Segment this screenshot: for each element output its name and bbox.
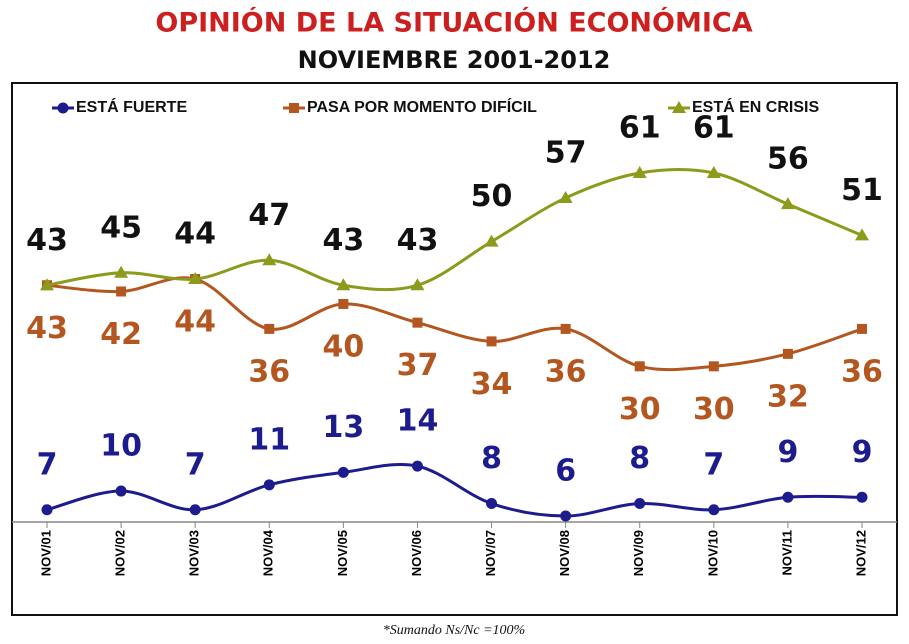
series-line	[46, 462, 863, 518]
x-tick-label: NOV/05	[335, 530, 350, 576]
data-label: 36	[545, 354, 587, 389]
data-label: 57	[545, 135, 587, 170]
data-label: 36	[248, 354, 290, 389]
data-label: 9	[852, 435, 873, 470]
marker	[634, 361, 645, 372]
marker	[189, 504, 201, 516]
legend-label: ESTÁ FUERTE	[76, 97, 187, 116]
x-tick-label: NOV/04	[261, 529, 276, 576]
data-label: 51	[841, 173, 883, 208]
data-label: 9	[777, 435, 798, 470]
chart-frame	[11, 82, 898, 616]
data-label: 34	[471, 367, 513, 402]
marker	[484, 234, 499, 247]
chart-title: OPINIÓN DE LA SITUACIÓN ECONÓMICA	[155, 7, 752, 39]
legend-marker	[672, 101, 686, 113]
x-tick-label: NOV/08	[557, 530, 572, 576]
marker	[116, 286, 127, 297]
legend-label: PASA POR MOMENTO DIFÍCIL	[307, 97, 537, 116]
marker	[560, 510, 572, 522]
data-label: 32	[767, 379, 809, 414]
data-label: 61	[619, 111, 661, 146]
marker	[634, 498, 646, 510]
x-tick-label: NOV/01	[38, 530, 53, 576]
data-label: 36	[841, 354, 883, 389]
marker	[336, 278, 351, 291]
marker	[411, 460, 423, 472]
marker	[114, 265, 129, 278]
data-label: 8	[481, 441, 502, 476]
data-label: 8	[629, 441, 650, 476]
marker	[337, 466, 349, 478]
data-label: 7	[703, 447, 724, 482]
x-tick-label: NOV/09	[631, 530, 646, 576]
marker	[486, 336, 497, 347]
data-label: 30	[619, 392, 661, 427]
marker	[855, 228, 869, 241]
marker	[857, 323, 867, 334]
marker	[782, 491, 794, 503]
marker	[262, 253, 277, 266]
data-label: 44	[174, 305, 216, 340]
marker	[115, 485, 127, 497]
legend-marker	[57, 102, 69, 114]
x-tick-label: NOV/12	[853, 530, 868, 576]
marker	[632, 166, 647, 178]
marker	[856, 491, 868, 503]
data-label: 7	[37, 447, 58, 482]
data-label: 40	[322, 329, 364, 364]
data-label: 30	[693, 392, 735, 427]
marker	[708, 504, 720, 516]
series-line	[46, 167, 863, 292]
footnote: *Sumando Ns/Nc =100%	[383, 623, 525, 638]
marker	[41, 504, 53, 516]
marker	[263, 479, 275, 491]
marker	[708, 361, 719, 372]
chart-subtitle: NOVIEMBRE 2001-2012	[298, 46, 611, 74]
data-label: 61	[693, 111, 735, 146]
data-label: 43	[397, 223, 439, 258]
series-line	[46, 276, 863, 372]
marker	[782, 348, 793, 359]
x-tick-label: NOV/06	[409, 530, 424, 576]
marker	[188, 272, 203, 285]
marker	[560, 323, 571, 334]
data-label: 45	[100, 210, 142, 245]
data-label: 43	[26, 223, 68, 258]
data-label: 47	[248, 198, 290, 233]
marker	[40, 278, 54, 291]
marker	[412, 317, 423, 328]
data-label: 10	[100, 429, 142, 464]
marker	[264, 323, 275, 334]
x-tick-label: NOV/11	[779, 530, 794, 576]
marker	[338, 298, 349, 309]
data-label: 43	[322, 223, 364, 258]
legend-label: ESTÁ EN CRISIS	[692, 97, 819, 116]
data-label: 56	[767, 142, 809, 177]
data-label: 13	[322, 410, 364, 445]
x-tick-label: NOV/03	[187, 530, 202, 576]
x-tick-label: NOV/07	[483, 530, 498, 576]
legend-marker	[289, 103, 299, 113]
marker	[780, 197, 795, 210]
data-label: 11	[248, 422, 290, 457]
data-label: 42	[100, 317, 142, 352]
data-label: 50	[471, 179, 513, 214]
x-tick-label: NOV/02	[113, 530, 128, 576]
data-label: 44	[174, 217, 216, 252]
x-tick-label: NOV/10	[705, 530, 720, 576]
marker	[558, 190, 573, 203]
marker	[410, 278, 425, 291]
data-label: 14	[397, 404, 439, 439]
data-label: 6	[555, 454, 576, 489]
data-label: 7	[185, 447, 206, 482]
data-label: 37	[397, 348, 439, 383]
marker	[706, 166, 721, 178]
marker	[486, 498, 498, 510]
data-label: 43	[26, 311, 68, 346]
